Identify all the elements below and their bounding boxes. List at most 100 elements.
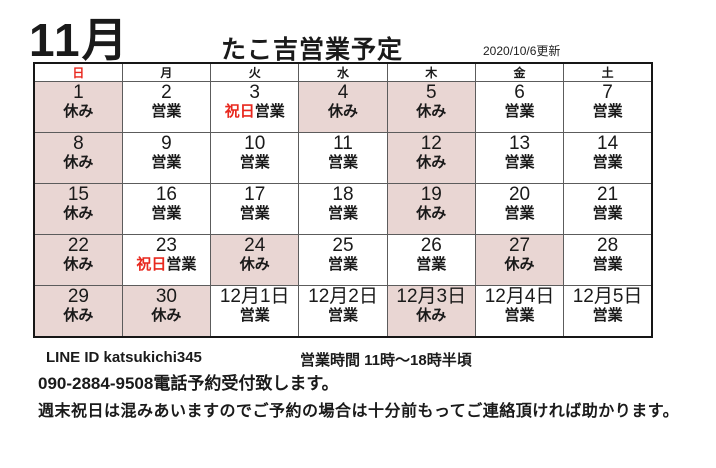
calendar-cell: 2 営業 [121,81,212,133]
calendar-cell: 27 休み [474,234,565,286]
business-hours-text: 営業時間 11時～18時半頃 [300,352,472,369]
page-title: たこ吉営業予定 [221,36,404,64]
calendar-cell: 12月2日 営業 [298,285,388,337]
updated-date: 2020/10/6更新 [483,44,561,58]
cell-status: 休み [151,307,182,324]
cell-date: 22 [67,235,89,256]
cell-date: 13 [508,133,531,154]
cell-date: 26 [420,235,442,256]
calendar-cell: 4 休み [298,81,388,133]
calendar-cell: 14 営業 [563,132,653,184]
calendar-cell: 19 休み [386,183,476,235]
phone-reservation-text: 090-2884-9508電話予約受付致します。 [38,374,339,393]
calendar-day-header-row: 日月火水木金土 [33,62,653,82]
cell-status: 休み [239,256,270,273]
calendar-cell: 8 休み [33,132,123,184]
cell-status: 営業 [327,154,358,171]
calendar-cell: 12月3日 休み [386,285,476,337]
cell-status: 祝日営業 [224,103,285,120]
calendar-cell: 9 営業 [121,132,212,184]
calendar-cell: 3 祝日営業 [210,81,300,133]
cell-date: 16 [155,184,177,205]
cell-date: 24 [244,235,266,256]
calendar-cell: 11 営業 [298,132,388,184]
calendar-table: 日月火水木金土 1 休み 2 営業 3 祝日営業 4 休み 5 休み 6 営業 7 営業 8 休み 9 営業 10 営… [33,62,653,338]
cell-status: 営業 [504,307,535,324]
calendar-week-row: 8 休み 9 営業 10 営業 11 営業 12 休み 13 営業 14 営業 [33,132,653,184]
cell-status: 営業 [327,256,358,273]
cell-status: 営業 [239,154,270,171]
calendar-cell: 15 休み [33,183,123,235]
calendar-cell: 28 営業 [563,234,653,286]
calendar-cell: 12 休み [386,132,476,184]
calendar-cell: 25 営業 [298,234,388,286]
day-header-sat: 土 [563,62,653,82]
cell-status: 休み [63,205,94,222]
calendar-cell: 13 営業 [474,132,565,184]
calendar-week-row: 15 休み 16 営業 17 営業 18 営業 19 休み 20 営業 21 営業 [33,183,653,235]
cell-status: 休み [63,154,94,171]
day-header-row: 日月火水木金土 [33,62,653,82]
cell-status: 営業 [151,205,182,222]
calendar-cell: 29 休み [33,285,123,337]
cell-date: 4 [337,82,349,103]
calendar-cell: 12月4日 営業 [474,285,565,337]
cell-date: 3 [249,82,260,103]
calendar-cell: 10 営業 [210,132,300,184]
calendar-cell: 12月1日 営業 [210,285,300,337]
cell-status: 祝日営業 [136,256,197,273]
cell-date: 20 [508,184,531,205]
cell-status: 休み [504,256,535,273]
cell-date: 7 [602,82,613,103]
cell-status: 営業 [504,205,535,222]
cell-date: 23 [155,235,177,256]
line-id-text: LINE ID katsukichi345 [46,349,202,366]
reservation-note-text: 週末祝日は混みあいますのでご予約の場合は十分前もってご連絡頂ければ助かります。 [38,403,680,420]
cell-date: 12月2日 [308,286,378,307]
calendar-cell: 22 休み [33,234,123,286]
cell-status: 営業 [592,154,623,171]
day-header-thu: 木 [386,62,476,82]
cell-date: 30 [155,286,177,307]
calendar-week-row: 29 休み 30 休み 12月1日 営業 12月2日 営業 12月3日 休み 12月4日 営業 12月5… [33,285,653,337]
day-header-mon: 月 [121,62,212,82]
calendar-cell: 1 休み [33,81,123,133]
calendar-cell: 6 営業 [474,81,565,133]
cell-status: 営業 [592,205,623,222]
cell-date: 12 [420,133,442,154]
cell-date: 21 [597,184,619,205]
calendar-cell: 20 営業 [474,183,565,235]
cell-status: 休み [416,307,447,324]
cell-date: 28 [597,235,619,256]
holiday-label: 祝日 [224,103,255,120]
cell-date: 11 [333,133,353,154]
cell-status: 休み [416,103,447,120]
holiday-label: 祝日 [136,256,167,273]
cell-status: 営業 [239,205,270,222]
calendar-cell: 16 営業 [121,183,212,235]
cell-status: 営業 [504,154,535,171]
cell-date: 6 [514,82,525,103]
cell-date: 18 [332,184,354,205]
cell-date: 19 [420,184,442,205]
cell-status: 営業 [239,307,270,324]
calendar-cell: 7 営業 [563,81,653,133]
cell-date: 12月1日 [219,286,290,307]
calendar-cell: 17 営業 [210,183,300,235]
cell-date: 5 [425,82,437,103]
cell-date: 9 [161,133,172,154]
calendar-cell: 26 営業 [386,234,476,286]
cell-date: 12月4日 [484,286,555,307]
cell-status: 営業 [592,256,623,273]
cell-status: 営業 [327,307,358,324]
cell-status: 休み [63,103,94,120]
month-label: 11月 [29,14,130,66]
cell-status: 営業 [504,103,535,120]
cell-status: 休み [327,103,358,120]
cell-date: 8 [73,133,84,154]
cell-date: 10 [244,133,266,154]
cell-status: 営業 [416,256,447,273]
cell-date: 12月5日 [572,286,643,307]
cell-status: 休み [416,205,447,222]
cell-date: 25 [332,235,354,256]
